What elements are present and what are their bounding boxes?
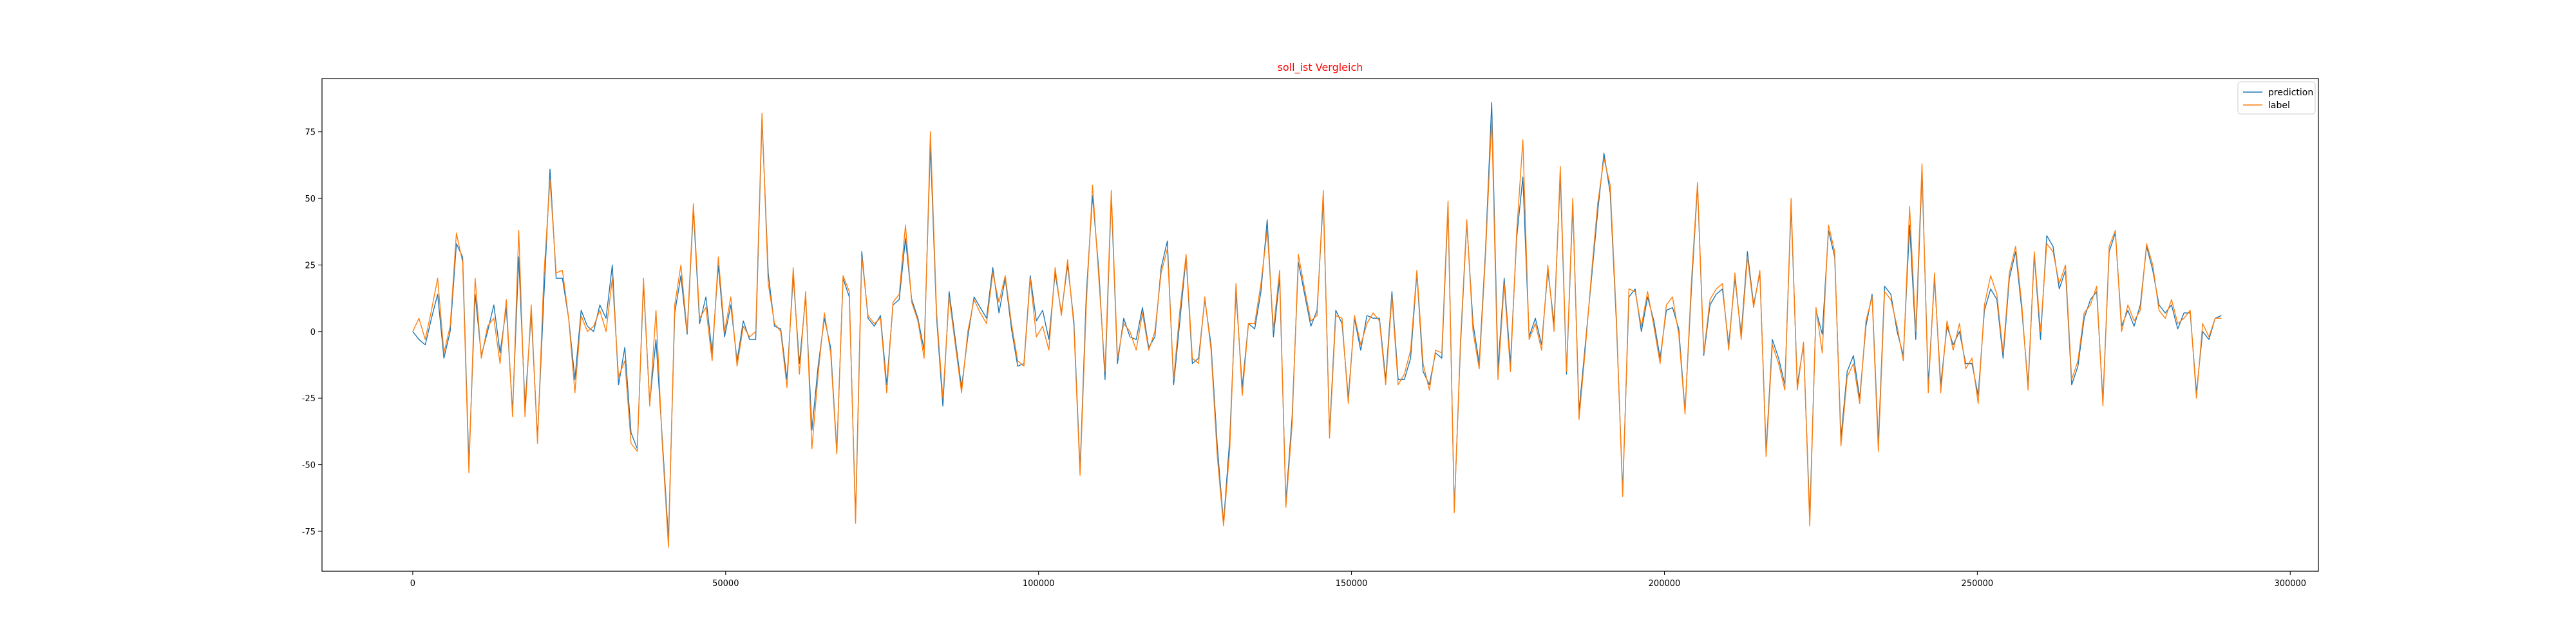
x-tick-label: 100000	[1023, 579, 1055, 589]
y-tick-label: -25	[302, 394, 316, 404]
x-tick-label: 50000	[712, 579, 739, 589]
x-tick-label: 250000	[1962, 579, 1994, 589]
y-tick-label: 75	[305, 128, 316, 138]
series-lines	[412, 102, 2222, 548]
legend: prediction label	[2237, 81, 2316, 115]
x-axis: 0 50000 100000 150000 200000 250000 300000	[410, 571, 2306, 589]
x-tick-label: 200000	[1649, 579, 1681, 589]
plot-area	[321, 78, 2319, 572]
y-tick-label: 25	[305, 261, 316, 270]
legend-label-label: label	[2268, 100, 2290, 111]
y-axis: -75 -50 -25 0 25 50 75	[302, 128, 322, 537]
x-tick-label: 300000	[2274, 579, 2306, 589]
x-tick-label: 150000	[1336, 579, 1368, 589]
legend-label-prediction: prediction	[2268, 88, 2313, 98]
y-tick-label: 50	[305, 194, 316, 204]
y-tick-label: 0	[310, 328, 316, 337]
legend-box	[2237, 81, 2316, 115]
y-tick-label: -75	[302, 527, 316, 537]
series-line-label	[412, 113, 2222, 548]
x-tick-label: 0	[410, 579, 415, 589]
chart-title: soll_ist Vergleich	[1278, 61, 1363, 74]
y-tick-label: -50	[302, 461, 316, 471]
